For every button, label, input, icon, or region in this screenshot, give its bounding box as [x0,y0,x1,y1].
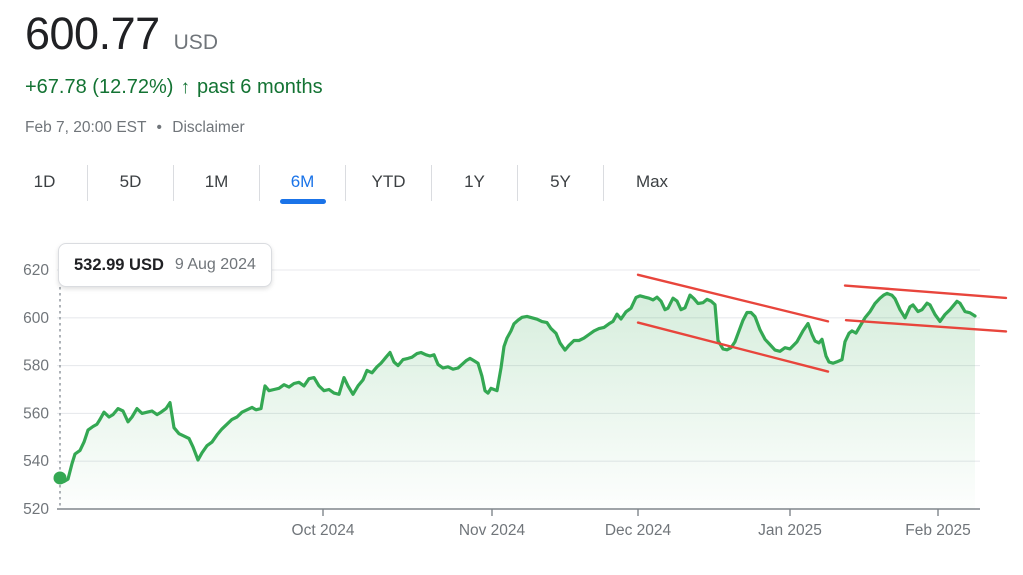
y-axis-label: 620 [23,262,49,279]
change-value: +67.78 (12.72%) [25,76,174,98]
tooltip-price: 532.99 USD [74,255,164,274]
disclaimer-link[interactable]: Disclaimer [172,119,245,136]
up-arrow-icon: ↑ [180,76,190,98]
tab-divider [517,165,518,201]
price-header: 600.77 USD [25,8,218,60]
tab-1y[interactable]: 1Y [464,172,485,191]
tab-1d[interactable]: 1D [33,172,56,191]
price-chart-svg: 620 600 580 560 540 520 Oct 2024 Nov 2024 Dec 20… [23,262,1008,539]
current-price: 600.77 [25,8,160,59]
tab-ytd[interactable]: YTD [371,172,406,191]
quote-meta: Feb 7, 20:00 EST • Disclaimer [25,119,245,137]
bullet-separator: • [156,119,162,136]
tab-divider [431,165,432,201]
price-area [60,293,975,509]
price-tooltip: 532.99 USD 9 Aug 2024 [58,243,272,287]
x-axis-label: Dec 2024 [605,522,672,539]
tab-max[interactable]: Max [635,172,669,191]
trendline-dec-channel-upper [636,273,830,323]
price-line [58,291,977,484]
timestamp: Feb 7, 20:00 EST [25,119,147,136]
y-axis-label: 580 [23,358,49,375]
y-axis-label: 600 [23,310,49,327]
y-axis-label: 560 [23,405,49,422]
tab-1m[interactable]: 1M [204,172,229,191]
tab-divider [87,165,88,201]
x-axis-label: Nov 2024 [459,522,526,539]
x-axis-label: Feb 2025 [905,522,971,539]
tab-6m[interactable]: 6M [260,162,345,204]
tooltip-date: 9 Aug 2024 [174,256,256,273]
tab-divider [603,165,604,201]
tab-divider [173,165,174,201]
tab-5y[interactable]: 5Y [550,172,571,191]
chart-plot-area[interactable]: 620 600 580 560 540 520 Oct 2024 Nov 2024 Dec 20… [0,240,1023,575]
y-axis-label: 540 [23,453,49,470]
x-axis-label: Oct 2024 [292,522,355,539]
tab-divider [345,165,346,201]
trendline-feb-channel-upper [843,284,1008,300]
active-tab-indicator [279,199,326,204]
x-axis-label: Jan 2025 [758,522,822,539]
hover-point-marker [53,471,67,485]
currency-label: USD [173,31,218,54]
change-period: past 6 months [196,76,323,98]
price-change: +67.78 (12.72%) ↑ past 6 months [25,76,323,99]
tab-divider [259,165,260,201]
tab-5d[interactable]: 5D [119,172,142,191]
time-range-tabs: 1D 5D 1M 6M YTD 1Y 5Y Max [2,162,700,204]
y-axis-label: 520 [23,501,49,518]
trendline-dec-channel-lower [636,321,830,373]
trendline-feb-channel-lower [844,318,1008,333]
